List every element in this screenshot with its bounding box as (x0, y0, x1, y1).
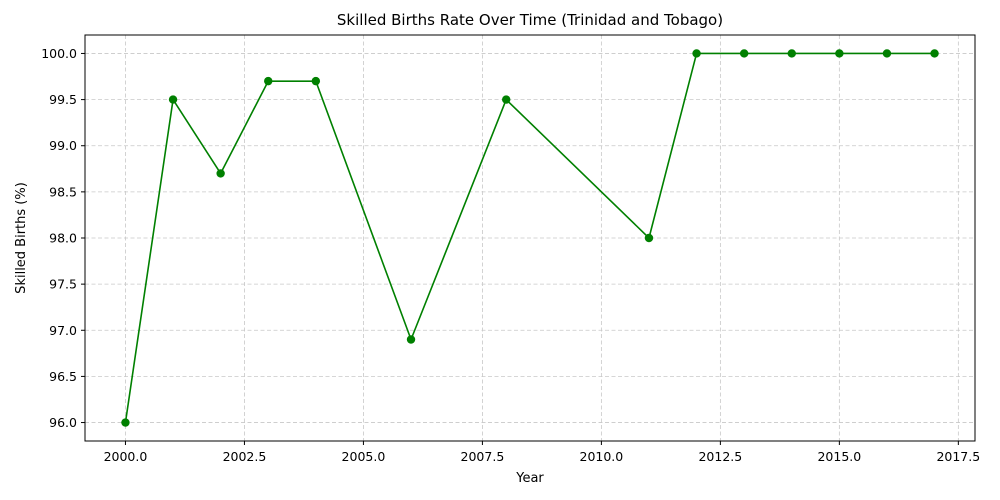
y-tick-label: 96.0 (49, 415, 77, 430)
x-axis-ticks: 2000.0 2002.5 2005.0 2007.5 2010.0 2012.5 2015… (104, 441, 980, 464)
y-tick-label: 100.0 (41, 46, 77, 61)
y-tick-label: 97.5 (49, 277, 77, 292)
chart-title: Skilled Births Rate Over Time (Trinidad … (337, 11, 723, 29)
data-point (835, 49, 844, 58)
data-point (311, 76, 321, 86)
x-tick-label: 2005.0 (342, 449, 386, 464)
x-tick-label: 2010.0 (580, 449, 624, 464)
data-points (121, 49, 939, 427)
data-point (930, 49, 939, 58)
x-tick-label: 2012.5 (698, 449, 742, 464)
y-tick-label: 99.0 (49, 138, 77, 153)
y-tick-label: 96.5 (49, 369, 77, 384)
y-tick-label: 98.0 (49, 231, 77, 246)
series-line-layer (124, 52, 935, 423)
data-point (882, 49, 892, 58)
data-point (739, 49, 749, 58)
x-tick-label: 2015.0 (817, 449, 861, 464)
y-tick-label: 98.5 (49, 184, 77, 199)
x-tick-label: 2007.5 (461, 449, 505, 464)
x-tick-label: 2000.0 (104, 449, 148, 464)
x-axis-label: Year (515, 471, 544, 486)
series-line (124, 52, 935, 423)
y-axis-label: Skilled Births (%) (14, 182, 29, 294)
data-point (168, 95, 178, 104)
data-point (264, 76, 273, 86)
data-point (644, 233, 654, 243)
data-point (502, 95, 511, 104)
x-tick-label: 2002.5 (223, 449, 267, 464)
y-axis-ticks: 96.0 96.5 97.0 97.5 98.0 98.5 99.0 99.5 100.0 (41, 46, 85, 430)
x-tick-label: 2017.5 (936, 449, 980, 464)
data-point (692, 49, 701, 58)
data-point (406, 335, 416, 344)
data-point (216, 169, 225, 178)
data-point (787, 49, 796, 58)
y-tick-label: 97.0 (49, 323, 77, 338)
data-point (121, 418, 130, 427)
y-tick-label: 99.5 (49, 92, 77, 107)
